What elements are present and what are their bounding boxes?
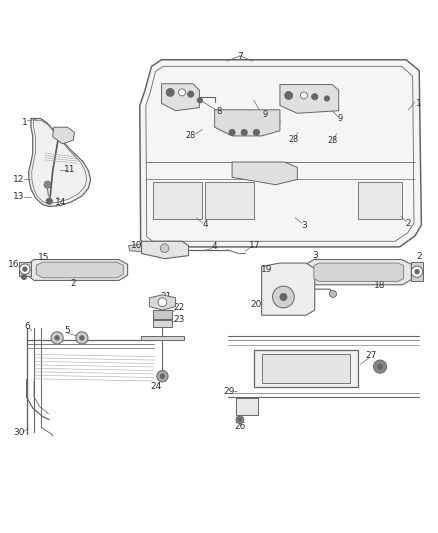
Circle shape xyxy=(229,130,235,135)
Circle shape xyxy=(374,360,387,373)
Polygon shape xyxy=(162,84,199,111)
Circle shape xyxy=(23,267,27,271)
Text: 1: 1 xyxy=(417,99,422,108)
Polygon shape xyxy=(128,244,141,252)
Circle shape xyxy=(411,266,423,277)
Text: 10: 10 xyxy=(131,241,142,250)
Circle shape xyxy=(157,370,168,382)
Polygon shape xyxy=(53,127,74,144)
Text: 15: 15 xyxy=(38,253,50,262)
Circle shape xyxy=(285,92,293,99)
Text: 18: 18 xyxy=(374,281,386,290)
Text: 22: 22 xyxy=(173,303,184,312)
Circle shape xyxy=(312,94,318,100)
Text: 3: 3 xyxy=(301,221,307,230)
Text: 3: 3 xyxy=(312,251,318,260)
Text: 9: 9 xyxy=(262,110,267,119)
Text: 4: 4 xyxy=(212,243,217,252)
Polygon shape xyxy=(153,182,201,220)
Polygon shape xyxy=(314,263,403,281)
Circle shape xyxy=(236,416,244,424)
Circle shape xyxy=(80,336,84,340)
Polygon shape xyxy=(261,354,350,383)
Polygon shape xyxy=(141,336,184,341)
Circle shape xyxy=(300,92,307,99)
Text: 30: 30 xyxy=(13,428,25,437)
Circle shape xyxy=(20,264,30,274)
Circle shape xyxy=(21,274,27,279)
Polygon shape xyxy=(411,262,423,281)
Text: 1: 1 xyxy=(22,117,28,126)
Text: 13: 13 xyxy=(13,192,25,201)
Text: 12: 12 xyxy=(13,175,25,184)
Circle shape xyxy=(55,336,59,340)
Text: 28: 28 xyxy=(289,135,299,144)
Text: 4: 4 xyxy=(202,220,208,229)
Polygon shape xyxy=(261,263,315,315)
Circle shape xyxy=(179,89,185,96)
Circle shape xyxy=(238,418,242,422)
Circle shape xyxy=(253,130,259,135)
Circle shape xyxy=(378,364,383,369)
Polygon shape xyxy=(237,398,258,415)
Circle shape xyxy=(329,290,336,297)
Polygon shape xyxy=(306,260,411,285)
Polygon shape xyxy=(29,118,91,206)
Polygon shape xyxy=(232,162,297,184)
Polygon shape xyxy=(205,182,254,220)
Text: 28: 28 xyxy=(186,132,196,140)
Text: 29: 29 xyxy=(223,387,234,396)
Circle shape xyxy=(241,130,247,135)
Polygon shape xyxy=(215,110,280,136)
Text: 14: 14 xyxy=(54,198,66,207)
Text: 21: 21 xyxy=(160,292,172,301)
Polygon shape xyxy=(28,260,127,280)
Circle shape xyxy=(272,286,294,308)
Text: 27: 27 xyxy=(366,351,377,360)
Circle shape xyxy=(158,298,167,306)
Text: 8: 8 xyxy=(216,107,222,116)
Text: 26: 26 xyxy=(234,422,246,431)
Circle shape xyxy=(166,88,174,96)
Circle shape xyxy=(415,270,419,274)
Text: 20: 20 xyxy=(250,300,261,309)
Circle shape xyxy=(197,98,202,103)
Polygon shape xyxy=(358,182,402,220)
Polygon shape xyxy=(19,262,31,276)
Text: 19: 19 xyxy=(261,265,272,274)
Circle shape xyxy=(46,198,52,204)
Polygon shape xyxy=(153,320,172,327)
Text: 7: 7 xyxy=(237,52,243,61)
Circle shape xyxy=(51,332,63,344)
Polygon shape xyxy=(36,262,123,278)
Circle shape xyxy=(76,332,88,344)
Text: 17: 17 xyxy=(249,241,261,250)
Text: 16: 16 xyxy=(8,260,19,269)
Text: 5: 5 xyxy=(65,326,71,335)
Polygon shape xyxy=(153,310,172,319)
Text: 11: 11 xyxy=(64,165,76,174)
Text: 2: 2 xyxy=(71,279,76,287)
Text: 3: 3 xyxy=(336,272,342,281)
Text: 23: 23 xyxy=(173,315,185,324)
Polygon shape xyxy=(149,295,176,310)
Circle shape xyxy=(280,294,287,301)
Circle shape xyxy=(160,244,169,253)
Polygon shape xyxy=(140,60,421,247)
Circle shape xyxy=(160,374,165,378)
Polygon shape xyxy=(280,85,339,114)
Text: 28: 28 xyxy=(327,136,337,145)
Circle shape xyxy=(187,91,194,97)
Text: 6: 6 xyxy=(25,322,30,331)
Circle shape xyxy=(44,181,51,188)
Polygon shape xyxy=(254,350,358,387)
Text: 2: 2 xyxy=(417,253,422,261)
Text: 9: 9 xyxy=(337,114,343,123)
Text: 25: 25 xyxy=(413,272,425,281)
Text: 24: 24 xyxy=(150,382,162,391)
Text: 2: 2 xyxy=(406,220,411,228)
Circle shape xyxy=(324,96,329,101)
Polygon shape xyxy=(141,241,188,259)
